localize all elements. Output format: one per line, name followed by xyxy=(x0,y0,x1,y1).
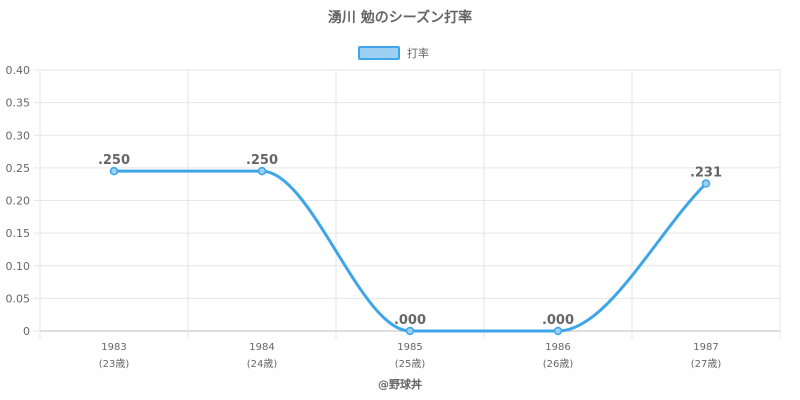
y-tick-label: 0.35 xyxy=(6,97,31,110)
x-tick-label: 1984 xyxy=(249,342,274,353)
x-tick-label: 1985 xyxy=(397,342,422,353)
y-tick-label: 0.15 xyxy=(6,227,31,240)
data-label: .231 xyxy=(690,166,722,181)
grid xyxy=(39,69,781,339)
series-line xyxy=(114,169,708,333)
x-tick-label: 1986 xyxy=(545,342,570,353)
data-label: .000 xyxy=(394,313,426,328)
data-label: .250 xyxy=(246,153,278,168)
x-tick-sublabel: (24歳) xyxy=(247,358,278,370)
data-point[interactable] xyxy=(553,326,563,336)
legend[interactable]: 打率 xyxy=(358,46,429,60)
y-tick-label: 0.30 xyxy=(6,129,31,142)
x-tick-sublabel: (25歳) xyxy=(395,358,426,370)
x-tick-label: 1987 xyxy=(693,342,718,353)
data-labels: .250 .250 .000 .000 .231 xyxy=(98,153,722,328)
footer-credit: @野球丼 xyxy=(378,377,422,391)
y-tick-label: 0.20 xyxy=(6,195,31,208)
legend-swatch xyxy=(358,46,400,60)
y-tick-label: 0 xyxy=(23,325,30,338)
data-point[interactable] xyxy=(405,326,415,336)
series xyxy=(109,166,711,336)
y-tick-label: 0.40 xyxy=(6,64,31,77)
x-tick-sublabel: (27歳) xyxy=(691,358,722,370)
data-point[interactable] xyxy=(701,179,711,188)
axes: 0 0.05 0.10 0.15 0.20 0.25 0.30 0.35 0.40 1983 (23… xyxy=(6,64,722,370)
y-tick-label: 0.25 xyxy=(6,162,31,175)
y-tick-label: 0.05 xyxy=(6,292,31,305)
x-tick-sublabel: (26歳) xyxy=(543,358,574,370)
y-tick-label: 0.10 xyxy=(6,260,31,273)
x-tick-label: 1983 xyxy=(101,342,126,353)
legend-label: 打率 xyxy=(407,46,429,60)
chart-title: 湧川 勉のシーズン打率 xyxy=(328,9,472,26)
data-label: .000 xyxy=(542,313,574,328)
data-label: .250 xyxy=(98,153,130,168)
data-point[interactable] xyxy=(257,166,267,176)
data-point[interactable] xyxy=(109,166,119,176)
x-tick-sublabel: (23歳) xyxy=(99,358,130,370)
